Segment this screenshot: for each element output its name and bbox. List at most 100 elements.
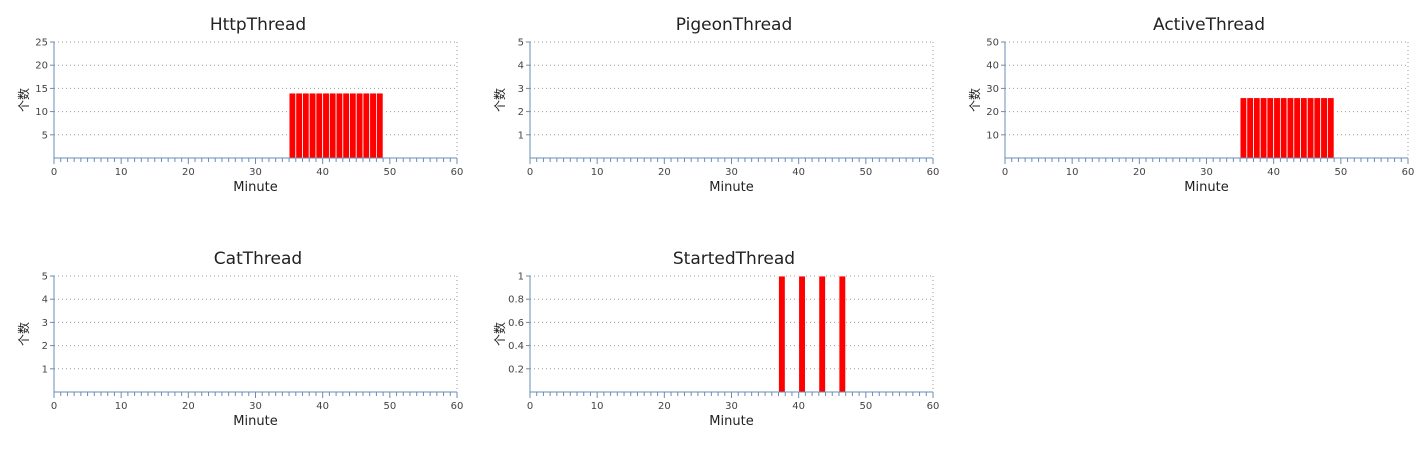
y-tick-label: 3 <box>42 318 48 329</box>
bar <box>295 92 303 159</box>
x-tick-label: 50 <box>383 167 396 178</box>
chart-startedthread: StartedThread 0.2 0.4 0.6 0.8 1 0 10 20 30 40 50 60 M… <box>476 234 946 452</box>
y-axis-label: 个数 <box>492 322 507 346</box>
bar <box>375 92 384 159</box>
y-tick-label: 1 <box>42 364 48 375</box>
bar <box>1300 97 1308 159</box>
x-tick-label: 30 <box>725 401 738 412</box>
x-tick-label: 20 <box>658 401 671 412</box>
bar <box>335 92 344 159</box>
y-tick-label: 10 <box>986 130 999 141</box>
chart-svg: ActiveThread 10 20 30 40 50 0 10 20 30 40 50 60 Minut… <box>967 15 1415 195</box>
bar <box>322 92 330 159</box>
y-tick-label: 15 <box>35 84 48 95</box>
x-axis-label: Minute <box>233 180 277 195</box>
bar <box>1259 97 1268 159</box>
y-tick-label: 3 <box>518 84 524 95</box>
x-tick-label: 10 <box>591 401 604 412</box>
x-tick-label: 40 <box>792 401 805 412</box>
x-tick-label: 20 <box>182 401 195 412</box>
x-tick-label: 30 <box>249 401 262 412</box>
y-tick-label: 2 <box>42 341 48 352</box>
y-tick-label: 20 <box>986 107 999 118</box>
y-tick-label: 40 <box>986 61 999 72</box>
bar <box>302 92 310 159</box>
bar <box>1273 97 1281 159</box>
x-tick-label: 50 <box>859 401 872 412</box>
bar <box>1266 97 1275 159</box>
x-tick-label: 10 <box>591 167 604 178</box>
bar <box>342 92 350 159</box>
x-tick-label: 30 <box>725 167 738 178</box>
bar <box>1320 97 1328 159</box>
bar <box>1286 97 1295 159</box>
y-tick-label: 5 <box>42 130 48 141</box>
x-tick-label: 30 <box>1200 167 1213 178</box>
bar <box>1326 97 1335 159</box>
y-tick-label: 0.4 <box>508 341 524 352</box>
bar <box>1279 97 1288 159</box>
x-tick-label: 40 <box>316 401 329 412</box>
x-tick-label: 60 <box>451 167 464 178</box>
y-tick-label: 5 <box>42 272 48 283</box>
x-tick-label: 20 <box>658 167 671 178</box>
y-tick-label: 1 <box>518 130 524 141</box>
bar <box>1239 97 1248 159</box>
x-tick-label: 0 <box>51 401 57 412</box>
chart-pigeonthread: PigeonThread 1 2 3 4 5 0 10 20 30 40 50 60 Minute 个数 <box>476 0 946 218</box>
chart-title: StartedThread <box>673 249 795 269</box>
y-tick-label: 0.2 <box>508 364 524 375</box>
bar <box>369 92 377 159</box>
y-tick-label: 0.6 <box>508 318 524 329</box>
bar <box>355 92 364 159</box>
y-tick-label: 2 <box>518 107 524 118</box>
x-tick-label: 40 <box>1267 167 1280 178</box>
bar <box>778 275 786 393</box>
chart-svg: HttpThread 5 10 15 20 25 0 10 20 30 40 50 60 Minute 个数 <box>16 15 464 195</box>
charts-grid: HttpThread 5 10 15 20 25 0 10 20 30 40 50 60 Minute 个数… <box>16 0 1417 429</box>
y-tick-label: 4 <box>518 61 524 72</box>
x-tick-label: 0 <box>1002 167 1008 178</box>
chart-title: HttpThread <box>210 15 306 35</box>
bar <box>328 92 337 159</box>
x-tick-label: 60 <box>451 401 464 412</box>
x-tick-label: 10 <box>115 167 128 178</box>
bar <box>1313 97 1322 159</box>
y-tick-label: 20 <box>35 61 48 72</box>
y-tick-label: 0.8 <box>508 295 524 306</box>
x-axis-label: Minute <box>1184 180 1228 195</box>
bar <box>315 92 324 159</box>
bar <box>818 275 826 393</box>
bar <box>1253 97 1261 159</box>
y-tick-label: 50 <box>986 38 999 49</box>
chart-title: ActiveThread <box>1153 15 1265 35</box>
x-tick-label: 0 <box>527 401 533 412</box>
bar <box>1246 97 1254 159</box>
bar <box>349 92 357 159</box>
x-tick-label: 40 <box>316 167 329 178</box>
chart-activethread: ActiveThread 10 20 30 40 50 0 10 20 30 40 50 60 Minut… <box>951 0 1417 218</box>
x-tick-label: 50 <box>383 401 396 412</box>
y-tick-label: 30 <box>986 84 999 95</box>
bar <box>362 92 371 159</box>
x-tick-label: 10 <box>115 401 128 412</box>
bar <box>838 275 847 393</box>
bar <box>1306 97 1315 159</box>
x-tick-label: 40 <box>792 167 805 178</box>
x-tick-label: 50 <box>1334 167 1347 178</box>
x-axis-label: Minute <box>233 414 277 429</box>
bar <box>308 92 317 159</box>
y-axis-label: 个数 <box>492 88 507 112</box>
x-tick-label: 0 <box>527 167 533 178</box>
x-tick-label: 60 <box>1402 167 1415 178</box>
x-tick-label: 30 <box>249 167 262 178</box>
bar <box>1293 97 1301 159</box>
x-tick-label: 20 <box>182 167 195 178</box>
chart-catthread: CatThread 1 2 3 4 5 0 10 20 30 40 50 60 Minute 个数 <box>0 234 470 452</box>
bar <box>798 275 806 393</box>
y-axis-label: 个数 <box>16 322 31 346</box>
x-tick-label: 20 <box>1133 167 1146 178</box>
